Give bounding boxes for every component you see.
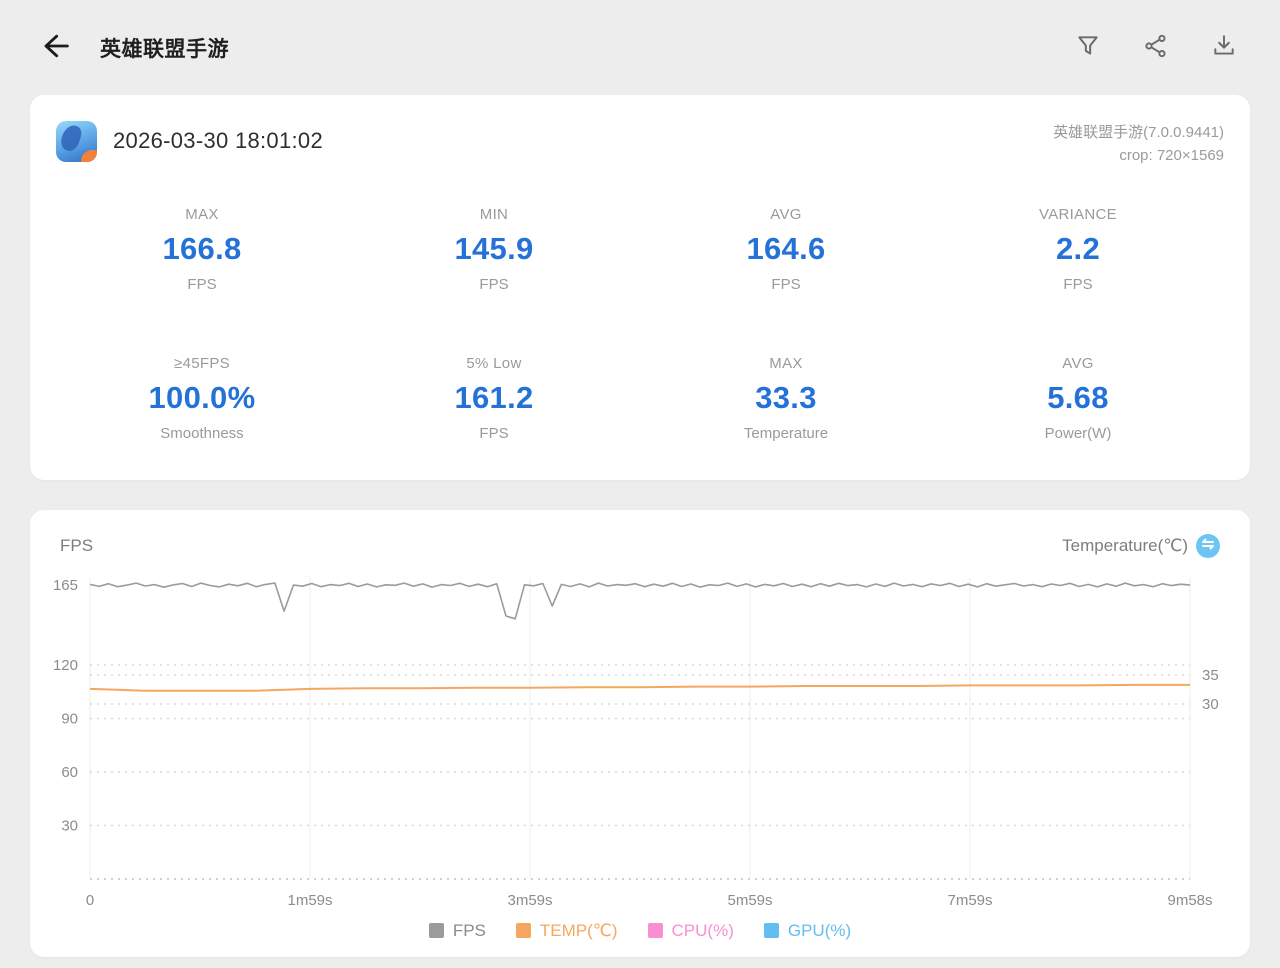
legend-item-temp[interactable]: TEMP(℃) xyxy=(515,920,618,941)
filter-button[interactable] xyxy=(1066,26,1110,70)
app-version: 英雄联盟手游(7.0.0.9441) xyxy=(1053,124,1224,141)
gpu-legend-swatch xyxy=(763,923,779,938)
stat-label: MAX xyxy=(185,205,219,223)
stat-max-temperature: MAX 33.3 Temperature xyxy=(640,355,932,442)
svg-text:30: 30 xyxy=(61,817,78,834)
stat-label: 5% Low xyxy=(466,354,522,372)
stat-label: ≥45FPS xyxy=(174,354,230,372)
svg-text:5m59s: 5m59s xyxy=(727,892,772,909)
stats-grid: MAX 166.8 FPS MIN 145.9 FPS AVG 164.6 FP… xyxy=(56,206,1224,442)
stat-unit: Power(W) xyxy=(1044,424,1112,442)
page-title: 英雄联盟手游 xyxy=(100,37,229,61)
stat-avg-fps: AVG 164.6 FPS xyxy=(640,206,932,293)
top-bar: 英雄联盟手游 xyxy=(0,0,1280,95)
stat-unit: FPS xyxy=(479,275,509,293)
legend-label: CPU(%) xyxy=(671,920,734,940)
stat-unit: FPS xyxy=(1063,275,1093,293)
game-app-icon xyxy=(56,121,97,162)
stat-value: 2.2 xyxy=(1056,230,1100,266)
stat-avg-power: AVG 5.68 Power(W) xyxy=(932,355,1224,442)
filter-icon xyxy=(1075,33,1101,62)
legend-label: TEMP(℃) xyxy=(539,920,618,940)
left-axis-title: FPS xyxy=(60,535,94,555)
swap-arrows-icon xyxy=(1201,537,1215,554)
summary-card: 2026-03-30 18:01:02 英雄联盟手游(7.0.0.9441) c… xyxy=(30,95,1250,480)
svg-text:60: 60 xyxy=(61,764,78,781)
chart-legend: FPS TEMP(℃) CPU(%) GPU(%) xyxy=(30,921,1250,945)
stat-value: 33.3 xyxy=(755,379,817,415)
share-button[interactable] xyxy=(1134,26,1178,70)
stat-label: AVG xyxy=(770,205,802,223)
fps-legend-swatch xyxy=(428,923,444,938)
svg-text:9m58s: 9m58s xyxy=(1167,892,1212,909)
legend-label: GPU(%) xyxy=(787,920,852,940)
swap-axis-button[interactable] xyxy=(1196,533,1220,558)
stat-value: 100.0% xyxy=(148,379,256,415)
stat-unit: FPS xyxy=(771,275,801,293)
cpu-legend-swatch xyxy=(647,923,663,938)
svg-text:90: 90 xyxy=(61,710,78,727)
stat-variance-fps: VARIANCE 2.2 FPS xyxy=(932,206,1224,293)
crop-resolution: crop: 720×1569 xyxy=(1119,147,1224,165)
stat-value: 161.2 xyxy=(454,379,534,415)
download-button[interactable] xyxy=(1202,26,1246,70)
stat-value: 5.68 xyxy=(1047,379,1109,415)
stat-label: VARIANCE xyxy=(1039,205,1117,223)
back-arrow-icon xyxy=(38,30,70,65)
share-icon xyxy=(1143,33,1169,62)
legend-item-fps[interactable]: FPS xyxy=(428,920,486,941)
svg-text:1m59s: 1m59s xyxy=(287,892,332,909)
performance-chart: 165 120 90 60 30 35 30 0 1m59s 3m59s 5m59s 7m59s 9m5… xyxy=(53,576,1219,909)
svg-text:30: 30 xyxy=(1202,696,1219,713)
svg-text:120: 120 xyxy=(53,657,78,674)
record-row: 2026-03-30 18:01:02 英雄联盟手游(7.0.0.9441) c… xyxy=(56,121,1224,168)
stat-label: MIN xyxy=(479,205,509,223)
chart-card: FPS Temperature(℃) 165 120 90 60 30 35 30 0 1m59… xyxy=(30,509,1250,957)
stat-label: AVG xyxy=(1062,354,1094,372)
legend-label: FPS xyxy=(452,920,486,940)
stat-unit: FPS xyxy=(479,424,509,442)
stat-value: 166.8 xyxy=(162,230,242,266)
stat-unit: FPS xyxy=(187,275,217,293)
stat-max-fps: MAX 166.8 FPS xyxy=(56,206,348,293)
svg-text:35: 35 xyxy=(1202,667,1219,684)
stat-value: 164.6 xyxy=(746,230,826,266)
stat-label: MAX xyxy=(769,354,803,372)
svg-text:7m59s: 7m59s xyxy=(947,892,992,909)
stat-smoothness: ≥45FPS 100.0% Smoothness xyxy=(56,355,348,442)
download-icon xyxy=(1211,33,1237,62)
back-button[interactable] xyxy=(34,28,74,68)
svg-text:0: 0 xyxy=(86,892,94,909)
record-datetime: 2026-03-30 18:01:02 xyxy=(113,128,323,153)
legend-item-gpu[interactable]: GPU(%) xyxy=(763,920,852,941)
svg-text:3m59s: 3m59s xyxy=(507,892,552,909)
stat-min-fps: MIN 145.9 FPS xyxy=(348,206,640,293)
temp-legend-swatch xyxy=(515,923,531,938)
stat-unit: Smoothness xyxy=(160,424,244,442)
stat-5pct-low: 5% Low 161.2 FPS xyxy=(348,355,640,442)
legend-item-cpu[interactable]: CPU(%) xyxy=(647,920,734,941)
stat-value: 145.9 xyxy=(454,230,534,266)
svg-text:165: 165 xyxy=(53,576,78,593)
right-axis-title: Temperature(℃) xyxy=(1062,535,1188,555)
stat-unit: Temperature xyxy=(743,424,829,442)
